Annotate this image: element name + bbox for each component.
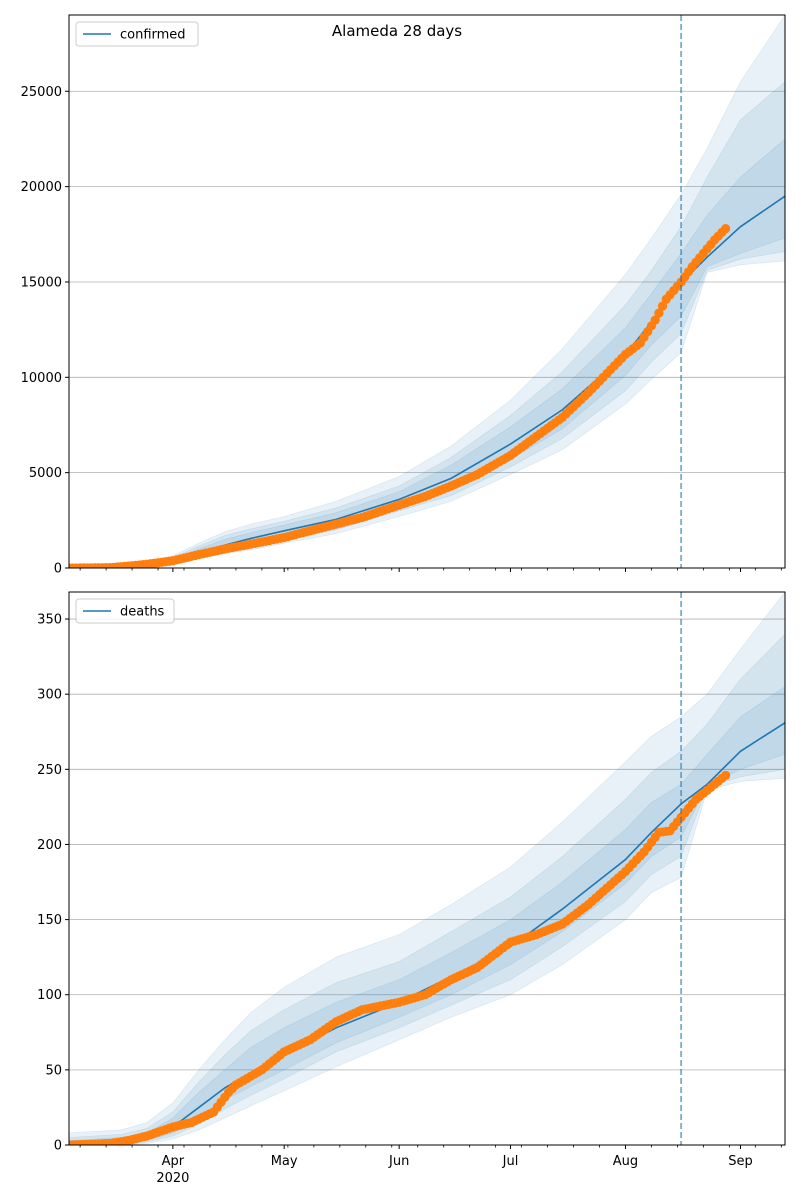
x-year-label: 2020 [156,1171,189,1186]
observed-point [657,301,668,311]
x-tick-label: Aug [613,1154,638,1169]
legend: confirmed [75,21,199,47]
confirmed-panel: 0 5000 10000 15000 20000 25000 confirmed [21,14,786,577]
y-tick-label: 50 [45,1063,62,1078]
legend-label: confirmed [120,28,186,43]
x-tick-label: Jul [502,1154,519,1169]
x-tick-label: Jun [388,1154,409,1169]
y-tick-label: 0 [54,1139,62,1154]
legend-label: deaths [120,605,165,620]
observed-point [650,315,660,325]
observed-points [69,770,731,1145]
chart-title: Alameda 28 days [332,22,462,40]
y-tick-label: 10000 [21,371,62,386]
y-tick-label: 15000 [21,275,62,290]
observed-point [721,770,731,780]
uncertainty-band [69,15,785,568]
observed-point [654,308,664,318]
legend: deaths [75,598,175,624]
legend-box [75,21,199,47]
plot-area [69,592,785,1145]
y-tick-label: 25000 [21,85,62,100]
axes-frame [68,591,786,1146]
y-tick-label: 20000 [21,180,62,195]
y-tick-label: 250 [37,763,62,778]
deaths-panel: 0 50 100 150 200 250 300 350 Apr May Jun Jul Aug Sep 2… [37,591,786,1186]
uncertainty-band [69,686,785,1145]
y-tick-label: 5000 [29,466,62,481]
plot-area [69,15,785,568]
x-tick-label: Sep [728,1154,753,1169]
observed-point [721,223,731,234]
axes-frame [68,14,786,569]
uncertainty-band [69,633,785,1145]
y-tick-label: 100 [37,988,62,1003]
y-tick-label: 0 [54,562,62,577]
y-tick-label: 200 [37,838,62,853]
observed-points [69,223,731,568]
x-tick-label: May [271,1154,298,1169]
y-tick-label: 300 [37,688,62,703]
y-tick-label: 150 [37,913,62,928]
uncertainty-band [69,592,785,1145]
legend-box [75,598,175,624]
y-tick-label: 350 [37,613,62,628]
x-tick-label: Apr [162,1154,185,1169]
